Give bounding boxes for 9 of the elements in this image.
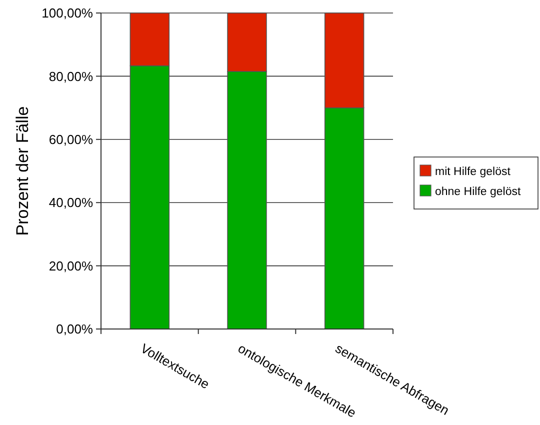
y-axis-title: Prozent der Fälle	[13, 106, 32, 236]
legend-label: mit Hilfe gelöst	[435, 166, 512, 178]
y-tick-label: 40,00%	[48, 195, 94, 210]
y-tick-label: 100,00%	[42, 6, 94, 21]
y-tick-label: 80,00%	[48, 68, 94, 84]
legend-label: ohne Hilfe gelöst	[435, 186, 522, 198]
y-tick-label: 20,00%	[48, 258, 94, 274]
y-tick-label: 0,00%	[56, 322, 94, 337]
y-tick-label: 60,00%	[48, 132, 94, 147]
